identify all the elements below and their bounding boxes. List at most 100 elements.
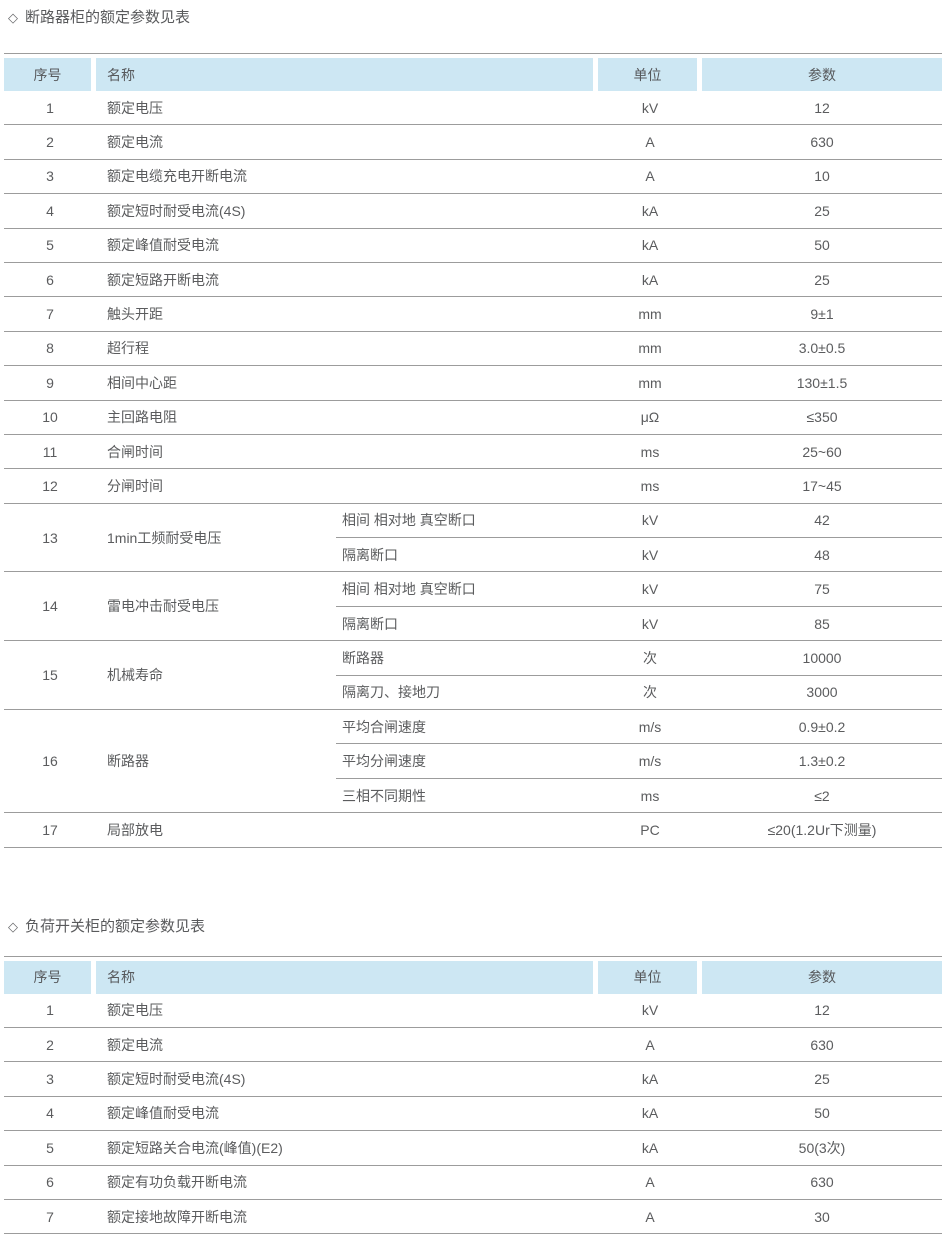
row-param: ≤20(1.2Ur下测量): [702, 813, 942, 848]
row-param: 48: [702, 538, 942, 573]
table-row: 1 额定电压 kV 12: [4, 993, 942, 1028]
row-unit: kV: [598, 572, 702, 607]
row-unit: kA: [598, 262, 702, 298]
row-param: 630: [702, 1165, 942, 1200]
column-header-unit: 单位: [598, 960, 702, 994]
row-unit: kV: [598, 606, 702, 642]
row-sub-label: 隔离断口: [336, 606, 598, 642]
row-unit: A: [598, 1199, 702, 1234]
row-no: 1: [4, 91, 96, 126]
table-header-row: 序号 名称 单位 参数: [4, 960, 942, 994]
table-row: 9 相间中心距 mm 130±1.5: [4, 366, 942, 401]
row-unit: kA: [598, 1096, 702, 1132]
row-unit: PC: [598, 813, 702, 848]
table-row: 5 额定峰值耐受电流 kA 50: [4, 228, 942, 263]
row-name: 额定短路关合电流(峰值)(E2): [96, 1131, 598, 1166]
row-param: 3000: [702, 675, 942, 711]
row-param: 12: [702, 91, 942, 126]
circuit-breaker-params-table: 序号 名称 单位 参数 1 额定电压 kV 12 2 额定电: [4, 58, 942, 848]
row-unit: kA: [598, 194, 702, 229]
row-sub-label: 相间 相对地 真空断口: [336, 503, 598, 539]
row-unit: kV: [598, 993, 702, 1028]
table-row-group: 16 断路器 平均合闸速度 m/s 0.9±0.2: [4, 710, 942, 814]
table-row: 12 分闸时间 ms 17~45: [4, 469, 942, 504]
row-no: 16: [4, 710, 96, 814]
table-row: 4 额定短时耐受电流(4S) kA 25: [4, 194, 942, 229]
column-header-name: 名称: [96, 58, 598, 91]
row-name: 额定接地故障开断电流: [96, 1199, 598, 1234]
row-no: 4: [4, 194, 96, 229]
row-name: 额定电流: [96, 1027, 598, 1063]
column-header-unit: 单位: [598, 58, 702, 91]
row-name: 额定有功负载开断电流: [96, 1165, 598, 1200]
row-unit: mm: [598, 331, 702, 367]
row-param: 17~45: [702, 469, 942, 504]
diamond-bullet-icon: ◇: [8, 10, 18, 25]
section-title-circuit-breaker: ◇ 断路器柜的额定参数见表: [0, 8, 942, 28]
row-unit: ms: [598, 778, 702, 814]
row-unit: m/s: [598, 710, 702, 745]
row-unit: kV: [598, 91, 702, 126]
row-unit: μΩ: [598, 400, 702, 435]
table-row-group: 14 雷电冲击耐受电压 相间 相对地 真空断口 kV 75: [4, 572, 942, 642]
row-param: 25: [702, 1062, 942, 1097]
section-circuit-breaker-cabinet: ◇ 断路器柜的额定参数见表 序号 名称 单位 参数 1: [0, 8, 942, 848]
row-sub-label: 三相不同期性: [336, 778, 598, 814]
row-unit: mm: [598, 366, 702, 401]
table-row: 2 额定电流 A 630: [4, 125, 942, 160]
row-name: 额定峰值耐受电流: [96, 228, 598, 263]
row-unit: kA: [598, 1131, 702, 1166]
row-param: 50: [702, 228, 942, 263]
row-name: 额定电流: [96, 125, 598, 160]
table-row: 2 额定电流 A 630: [4, 1027, 942, 1063]
table-row: 6 额定短路开断电流 kA 25: [4, 262, 942, 298]
table-top-rule: [4, 955, 942, 957]
row-param: 10000: [702, 641, 942, 676]
row-param: ≤2: [702, 778, 942, 814]
row-no: 5: [4, 228, 96, 263]
row-name: 额定电压: [96, 91, 598, 126]
row-no: 3: [4, 1062, 96, 1097]
column-header-param: 参数: [702, 960, 942, 994]
row-no: 14: [4, 572, 96, 642]
row-param: 0.9±0.2: [702, 710, 942, 745]
row-sub-label: 断路器: [336, 641, 598, 676]
row-param: 25~60: [702, 434, 942, 470]
row-param: 630: [702, 125, 942, 160]
row-no: 7: [4, 1199, 96, 1234]
row-param: 25: [702, 262, 942, 298]
row-no: 7: [4, 297, 96, 332]
row-unit: 次: [598, 641, 702, 676]
table-sub-row: 隔离刀、接地刀 次 3000: [4, 675, 942, 711]
row-sub-label: 隔离断口: [336, 538, 598, 573]
section-title-text: 断路器柜的额定参数见表: [25, 9, 191, 26]
table-row: 3 额定短时耐受电流(4S) kA 25: [4, 1062, 942, 1097]
row-param: 12: [702, 993, 942, 1028]
circuit-breaker-params-table-wrap: 序号 名称 单位 参数 1 额定电压 kV 12 2 额定电: [4, 53, 942, 848]
spec-document-page: ◇ 断路器柜的额定参数见表 序号 名称 单位 参数 1: [0, 8, 942, 1234]
row-no: 3: [4, 159, 96, 195]
row-param: 3.0±0.5: [702, 331, 942, 367]
row-name: 额定峰值耐受电流: [96, 1096, 598, 1132]
row-param: 9±1: [702, 297, 942, 332]
row-sub-label: 平均合闸速度: [336, 710, 598, 745]
row-unit: ms: [598, 434, 702, 470]
load-switch-params-table-wrap: 序号 名称 单位 参数 1 额定电压 kV 12 2 额定电: [4, 955, 942, 1234]
row-name: 断路器: [96, 710, 336, 814]
row-no: 6: [4, 262, 96, 298]
row-param: 75: [702, 572, 942, 607]
row-param: 42: [702, 503, 942, 539]
table-row: 10 主回路电阻 μΩ ≤350: [4, 400, 942, 435]
row-unit: ms: [598, 469, 702, 504]
table-row-group: 13 1min工频耐受电压 相间 相对地 真空断口 kV 42: [4, 503, 942, 573]
row-param: 25: [702, 194, 942, 229]
row-no: 2: [4, 1027, 96, 1063]
row-param: 130±1.5: [702, 366, 942, 401]
table-row: 8 超行程 mm 3.0±0.5: [4, 331, 942, 367]
section-title-load-switch: ◇ 负荷开关柜的额定参数见表: [0, 917, 942, 937]
section-load-switch-cabinet: ◇ 负荷开关柜的额定参数见表 序号 名称 单位 参数 1: [0, 917, 942, 1234]
table-sub-row: 隔离断口 kV 48: [4, 538, 942, 573]
row-unit: A: [598, 125, 702, 160]
diamond-bullet-icon: ◇: [8, 918, 18, 934]
table-row: 3 额定电缆充电开断电流 A 10: [4, 159, 942, 195]
